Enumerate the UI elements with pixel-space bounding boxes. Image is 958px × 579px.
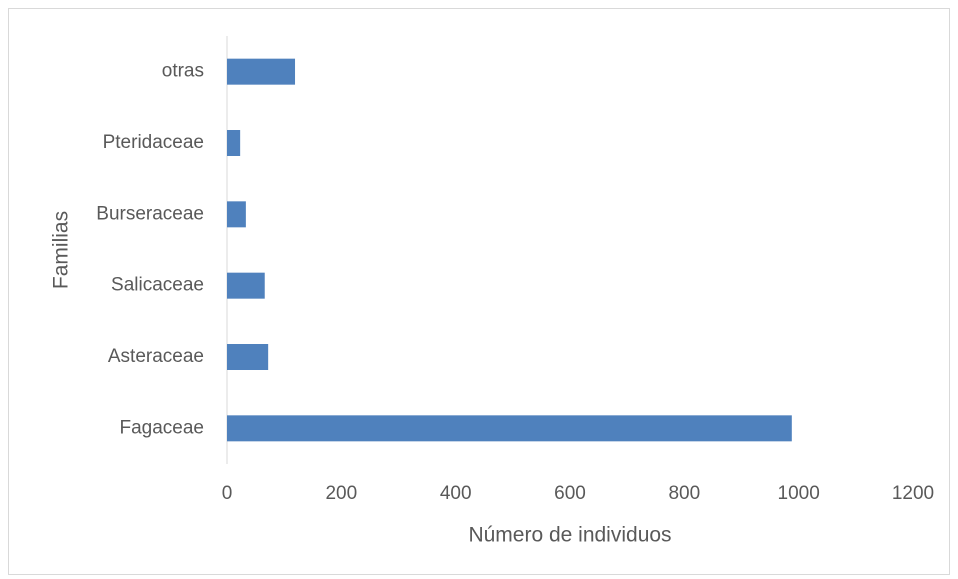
x-tick-label: 800 [668, 483, 700, 504]
bar [227, 415, 792, 442]
y-tick-label: Asteraceae [108, 346, 204, 367]
x-tick-label: 600 [554, 483, 586, 504]
chart-border [8, 8, 950, 575]
y-tick-label: Pteridaceae [103, 132, 204, 153]
y-axis-label: Familias [50, 211, 73, 289]
x-tick-label: 0 [222, 483, 233, 504]
y-tick-label: Burseraceae [96, 203, 204, 224]
y-tick-label: Fagaceae [119, 417, 204, 438]
bar [227, 344, 269, 370]
bar [227, 272, 265, 299]
bar [227, 58, 296, 85]
bar [227, 201, 246, 228]
x-tick-label: 400 [440, 483, 472, 504]
x-axis-label: Número de individuos [468, 524, 671, 547]
x-tick-label: 1200 [892, 483, 934, 504]
y-tick-label: Salicaceae [111, 275, 204, 296]
bar [227, 130, 241, 156]
y-tick-label: otras [162, 61, 204, 82]
x-tick-label: 1000 [778, 483, 820, 504]
x-tick-label: 200 [325, 483, 357, 504]
